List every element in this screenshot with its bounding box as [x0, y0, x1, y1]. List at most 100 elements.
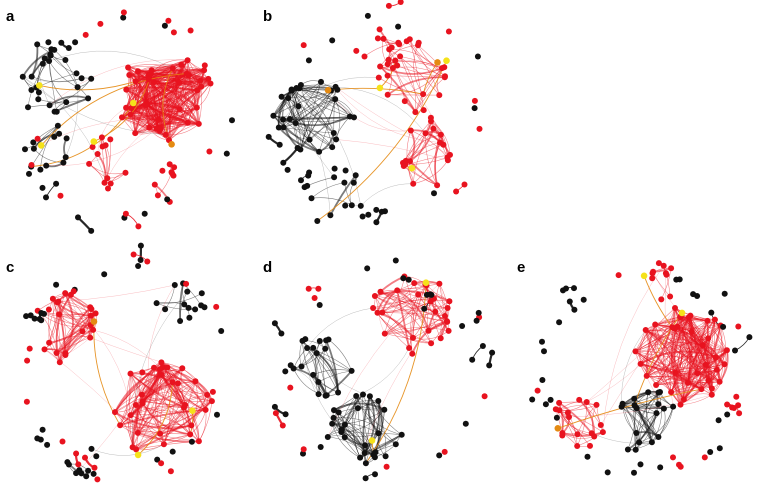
network-node [705, 377, 712, 384]
network-node [188, 438, 195, 445]
network-node [151, 364, 157, 371]
network-edge [291, 90, 335, 134]
network-node [423, 291, 430, 298]
network-edge [159, 368, 183, 434]
network-node [308, 195, 315, 202]
network-node [432, 308, 439, 315]
network-edge [154, 78, 209, 85]
network-edge [125, 78, 149, 109]
network-edge [54, 49, 78, 88]
network-edge [646, 327, 673, 377]
network-edge [332, 423, 379, 434]
network-node [47, 52, 54, 59]
network-node [315, 379, 322, 385]
network-node [341, 421, 348, 428]
network-node [716, 378, 723, 385]
network-node [218, 328, 225, 334]
network-node [402, 161, 409, 168]
network-node [192, 306, 199, 313]
network-node [362, 442, 369, 449]
network-node [431, 190, 437, 197]
network-node [30, 145, 37, 152]
network-node [708, 391, 715, 398]
network-node [619, 400, 626, 407]
network-node [166, 161, 173, 168]
network-node [459, 323, 466, 329]
network-node [383, 463, 390, 470]
network-node [401, 98, 408, 105]
network-edge [47, 298, 57, 354]
network-edge [415, 67, 443, 113]
network-node [655, 260, 662, 267]
network-node [209, 388, 216, 395]
network-node [135, 263, 142, 269]
network-node [420, 91, 427, 98]
network-node [420, 107, 427, 114]
network-node [62, 154, 69, 161]
network-node [98, 134, 105, 141]
network-node [151, 181, 158, 188]
network-node [90, 470, 97, 477]
network-edge [91, 444, 164, 456]
network-node [316, 302, 323, 308]
network-node [214, 411, 220, 418]
network-edge [298, 106, 310, 140]
network-edge [335, 86, 451, 156]
network-node [192, 378, 199, 385]
network-edge [634, 408, 637, 450]
network-edge [130, 414, 200, 442]
network-node [63, 99, 70, 106]
network-node [410, 334, 416, 341]
network-edge [154, 80, 201, 87]
network-edge [327, 436, 365, 454]
network-node [631, 469, 637, 476]
network-edge [135, 404, 186, 450]
network-node [286, 116, 293, 122]
network-edge [384, 333, 432, 344]
network-edge [646, 375, 681, 405]
network-node [35, 96, 42, 103]
network-node [663, 271, 670, 278]
network-node [39, 184, 46, 191]
network-node [44, 441, 51, 448]
network-node [574, 443, 581, 449]
network-node [170, 29, 177, 36]
network-node [708, 309, 715, 316]
network-node [101, 179, 108, 186]
network-node [406, 345, 413, 351]
network-edge [141, 362, 162, 395]
highlight-node [90, 138, 98, 145]
network-edge [198, 409, 207, 442]
network-edge [318, 99, 336, 152]
network-edge [49, 50, 173, 69]
panel-b: b [263, 0, 483, 226]
network-node [366, 393, 373, 400]
network-node [94, 476, 101, 483]
network-node [197, 77, 204, 84]
network-edge [635, 331, 692, 352]
network-edge [635, 351, 702, 390]
network-node [129, 444, 136, 451]
panel-a: a [6, 8, 235, 234]
network-node [162, 306, 169, 313]
network-edge [425, 133, 438, 186]
network-node [361, 53, 368, 60]
network-node [75, 214, 81, 221]
network-node [155, 116, 162, 123]
network-edge [137, 71, 158, 129]
network-node [271, 320, 278, 327]
network-node [205, 75, 212, 82]
network-node [346, 113, 353, 120]
network-edge [36, 44, 50, 106]
network-node [364, 12, 371, 19]
network-node [422, 130, 429, 137]
network-edge [651, 406, 674, 443]
network-node [287, 384, 294, 391]
network-node [374, 35, 381, 42]
network-node [164, 364, 171, 371]
network-node [292, 120, 299, 127]
network-node [707, 449, 714, 455]
network-node [406, 36, 413, 43]
network-node [362, 475, 369, 482]
network-edge [688, 317, 709, 381]
